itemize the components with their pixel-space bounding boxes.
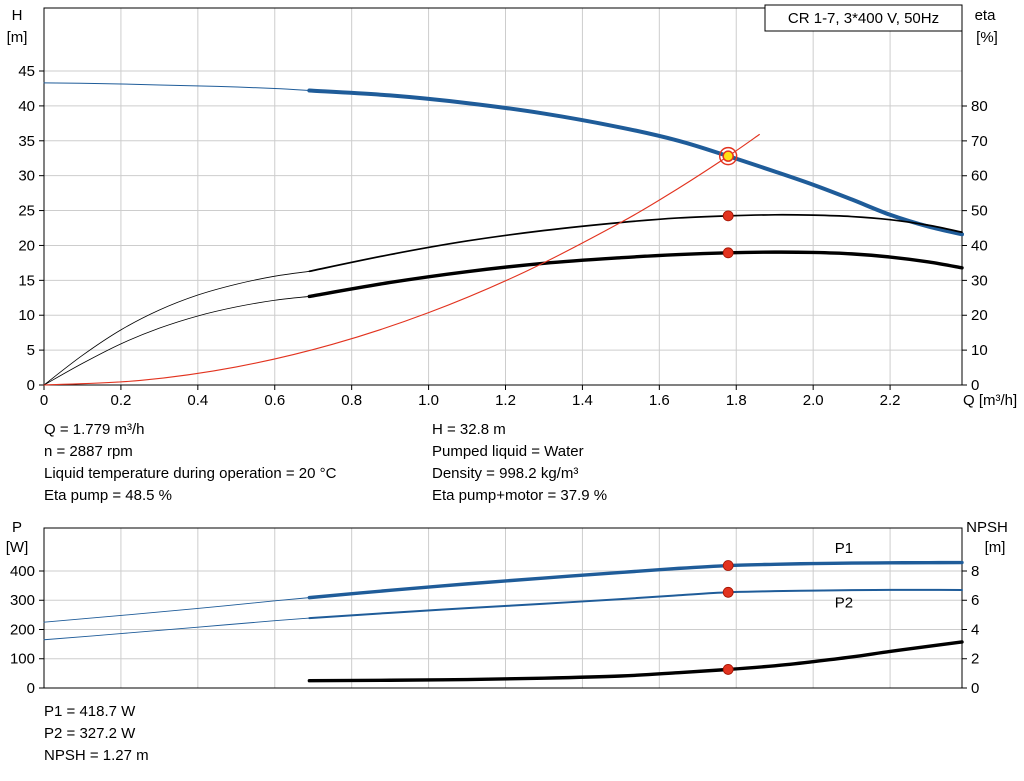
right-axis-tick-label: 0 (971, 377, 979, 394)
head-curve (307, 88, 964, 237)
npsh-point-marker[interactable] (722, 664, 734, 675)
head-curve-lead (43, 82, 310, 92)
right-axis-tick-label: 0 (971, 680, 979, 697)
left-axis-tick-label: 30 (18, 168, 35, 185)
left-axis-tick-label: 0 (27, 377, 35, 394)
axis-ticks-and-labels: 0 5 10 15 20 25 30 35 40 45 0 10 20 30 40 50 60 70 80 0 0.2 0… (18, 63, 1017, 409)
p1-curve-lead (43, 597, 310, 623)
npsh-curve (307, 640, 964, 683)
readout-flow: Q = 1.779 m³/h (44, 421, 145, 438)
readout-eta-pump-motor: Eta pump+motor = 37.9 % (432, 487, 608, 504)
right-axis-tick-label: 8 (971, 563, 979, 580)
grid-lines (44, 528, 962, 688)
series-label-p2: P2 (835, 594, 853, 611)
duty-readout-left: Q = 1.779 m³/h n = 2887 rpm Liquid tempe… (44, 419, 336, 507)
right-axis-tick-label: 20 (971, 307, 988, 324)
pump-model-label: CR 1-7, 3*400 V, 50Hz (788, 10, 939, 27)
eta-pump-lead (43, 270, 310, 386)
right-axis-tick-label: 2 (971, 651, 979, 668)
left-axis-tick-label: 15 (18, 272, 35, 289)
p2-point-marker[interactable] (722, 586, 734, 598)
left-axis-tick-label: 200 (10, 621, 35, 638)
x-axis-tick-label: 1.4 (572, 392, 593, 409)
eta-pump-point-marker[interactable] (722, 210, 734, 222)
p1-point-marker[interactable] (722, 560, 734, 571)
left-axis-tick-label: 10 (18, 307, 35, 324)
grid-lines (44, 8, 962, 385)
left-axis-title: H (12, 7, 23, 24)
system-curve (43, 133, 760, 386)
x-axis-tick-label: 1.0 (418, 392, 439, 409)
right-axis-tick-label: 60 (971, 168, 988, 185)
right-axis-tick-label: 70 (971, 133, 988, 150)
right-axis-title: eta (975, 7, 997, 24)
x-axis-tick-label: 0.2 (110, 392, 131, 409)
power-npsh-readout: P1 = 418.7 W P2 = 327.2 W NPSH = 1.27 m (44, 701, 149, 767)
operating-point-markers[interactable] (718, 146, 738, 259)
x-axis-tick-label: 0 (40, 392, 48, 409)
plot-border (43, 7, 963, 386)
axis-ticks-and-labels: 0 100 200 300 400 0 2 4 6 8 (10, 563, 979, 697)
p2-curve (308, 588, 963, 620)
eta-pump-motor-lead (43, 296, 310, 386)
series-label-p1: P1 (835, 540, 853, 557)
left-axis-tick-label: 40 (18, 98, 35, 115)
power-npsh-chart[interactable]: 0 100 200 300 400 0 2 4 6 8 P [W] NPSH [m] P1 P2 (0, 512, 1024, 702)
x-axis-tick-label: 2.2 (880, 392, 901, 409)
readout-liquid-temperature: Liquid temperature during operation = 20… (44, 465, 337, 482)
readout-pumped-liquid: Pumped liquid = Water (432, 443, 584, 460)
x-axis-tick-label: 2.0 (803, 392, 824, 409)
p2-curve-lead (43, 617, 310, 641)
x-axis-label: Q [m³/h] (963, 392, 1017, 409)
left-axis-tick-label: 20 (18, 237, 35, 254)
left-axis-title: P (12, 519, 22, 536)
readout-speed: n = 2887 rpm (44, 443, 133, 460)
right-axis-tick-label: 40 (971, 237, 988, 254)
left-axis-tick-label: 0 (27, 680, 35, 697)
left-axis-tick-label: 100 (10, 651, 35, 668)
duty-readout-right: H = 32.8 m Pumped liquid = Water Density… (432, 419, 607, 507)
readout-head: H = 32.8 m (432, 421, 506, 438)
left-axis-tick-label: 25 (18, 203, 35, 220)
readout-density: Density = 998.2 kg/m³ (432, 465, 579, 482)
right-axis-title: [m] (985, 539, 1006, 556)
duty-point-ring[interactable] (718, 146, 738, 166)
readout-npsh: NPSH = 1.27 m (44, 747, 149, 764)
right-axis-tick-label: 4 (971, 621, 979, 638)
pump-model-box (764, 4, 963, 32)
readout-eta-pump: Eta pump = 48.5 % (44, 487, 172, 504)
x-axis-tick-label: 1.8 (726, 392, 747, 409)
eta-pump-motor-point-marker[interactable] (722, 247, 734, 259)
left-axis-tick-label: 400 (10, 563, 35, 580)
p1-curve (307, 560, 964, 600)
x-axis-tick-label: 0.6 (264, 392, 285, 409)
x-axis-tick-label: 0.4 (187, 392, 208, 409)
right-axis-tick-label: 30 (971, 272, 988, 289)
x-axis-tick-label: 1.6 (649, 392, 670, 409)
x-axis-tick-label: 0.8 (341, 392, 362, 409)
x-axis-tick-label: 1.2 (495, 392, 516, 409)
left-axis-tick-label: 35 (18, 133, 35, 150)
duty-point-marker[interactable] (722, 150, 734, 162)
readout-p1: P1 = 418.7 W (44, 703, 136, 720)
right-axis-tick-label: 6 (971, 592, 979, 609)
left-axis-tick-label: 45 (18, 63, 35, 80)
right-axis-tick-label: 50 (971, 203, 988, 220)
operating-point-markers[interactable] (722, 560, 734, 675)
left-axis-title: [W] (6, 539, 29, 556)
eta-pump-curve (308, 213, 963, 273)
right-axis-tick-label: 10 (971, 342, 988, 359)
right-axis-title: NPSH (966, 519, 1008, 536)
qh-eta-chart[interactable]: 0 5 10 15 20 25 30 35 40 45 0 10 20 30 40 50 60 70 80 0 0.2 0… (0, 0, 1024, 415)
left-axis-tick-label: 5 (27, 342, 35, 359)
plot-border (43, 527, 963, 689)
left-axis-tick-label: 300 (10, 592, 35, 609)
curves (43, 560, 964, 683)
curves (43, 82, 964, 386)
eta-pump-motor-curve (307, 250, 964, 299)
right-axis-tick-label: 80 (971, 98, 988, 115)
readout-p2: P2 = 327.2 W (44, 725, 136, 742)
left-axis-title: [m] (7, 29, 28, 46)
right-axis-title: [%] (976, 29, 998, 46)
